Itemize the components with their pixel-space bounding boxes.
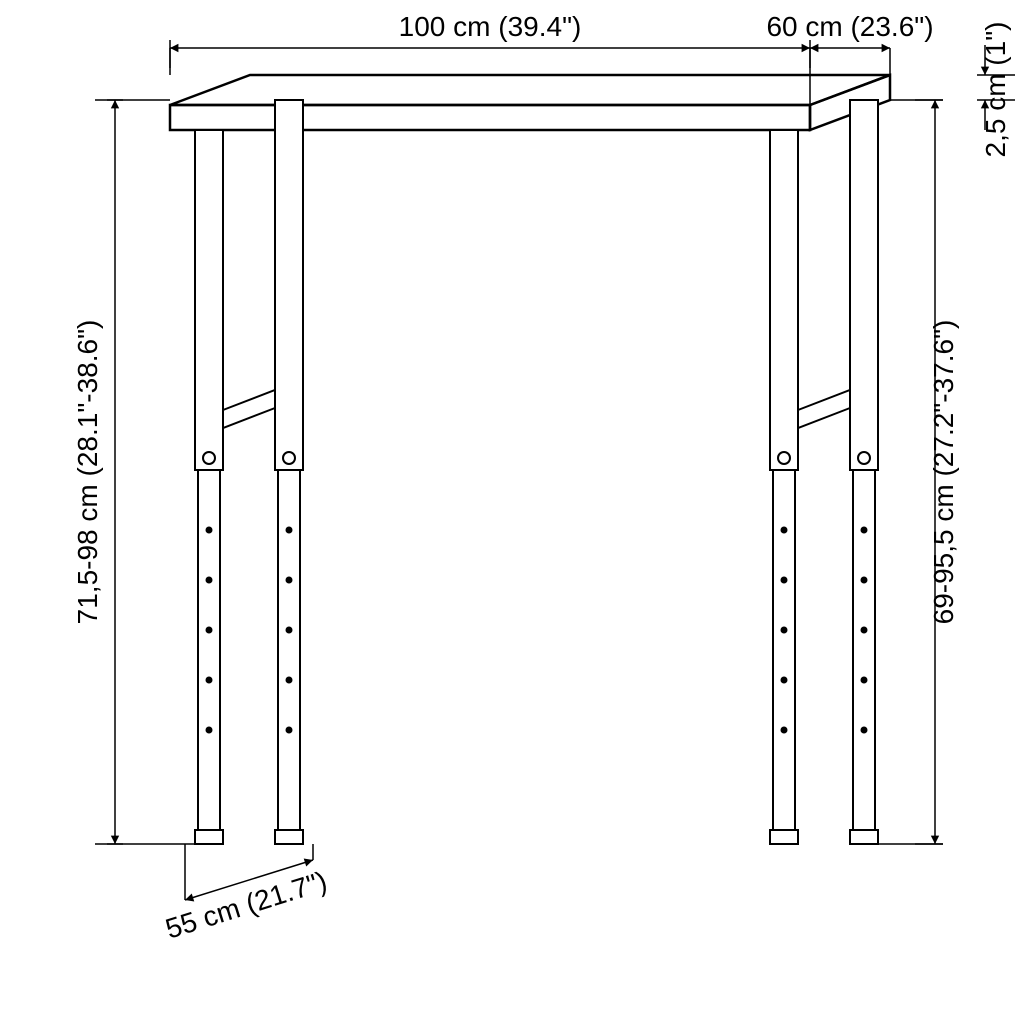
dim-leg-height-label: 69-95,5 cm (27.2"-37.6") (928, 320, 959, 625)
dim-depth-label: 60 cm (23.6") (766, 11, 933, 42)
dim-thickness-label: 2,5 cm (1") (980, 22, 1011, 158)
dim-total-height-label: 71,5-98 cm (28.1"-38.6") (72, 320, 103, 625)
dim-width-label: 100 cm (39.4") (399, 11, 582, 42)
dim-leg-depth-label: 55 cm (21.7") (162, 865, 331, 944)
